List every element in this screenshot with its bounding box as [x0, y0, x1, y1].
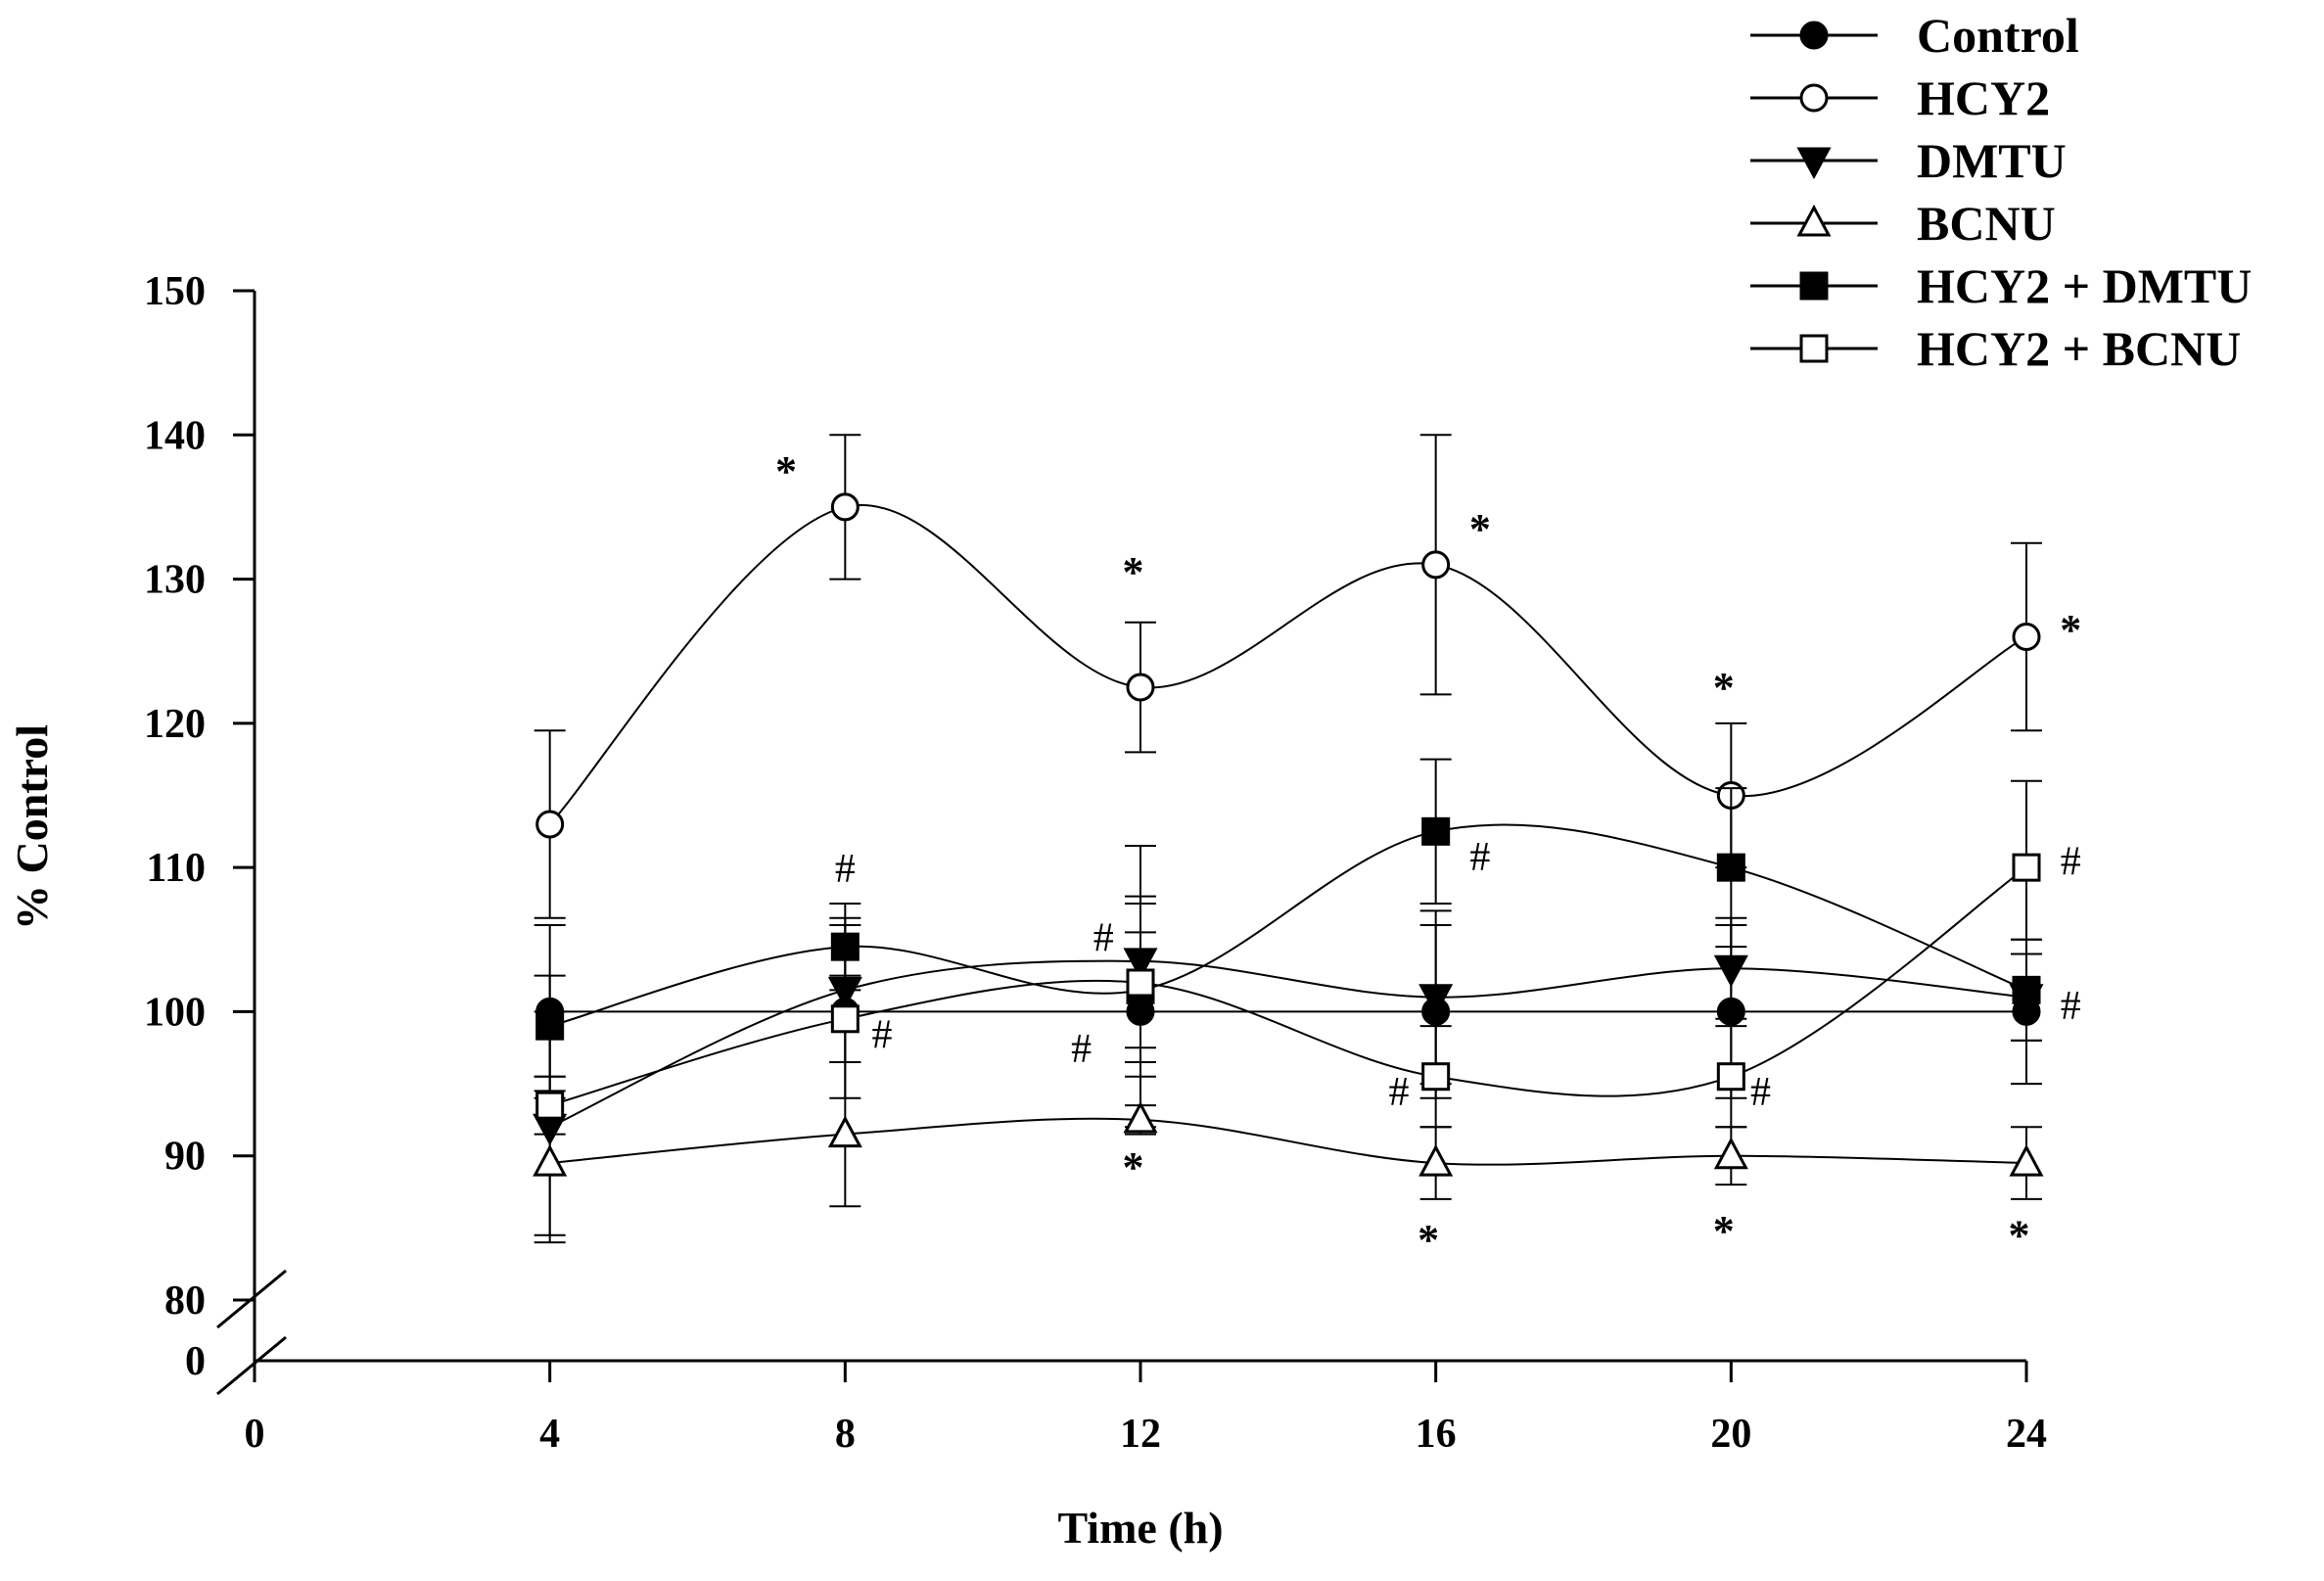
significance-star: * [1122, 1143, 1143, 1191]
series-3 [533, 1060, 2044, 1236]
data-point [1418, 1143, 1454, 1177]
significance-star: * [1122, 548, 1143, 596]
y-tick-label: 140 [144, 413, 206, 458]
legend-marker [1799, 83, 1829, 113]
x-tick-label: 4 [539, 1412, 560, 1457]
significance-hash: # [1071, 1027, 1092, 1072]
data-point [535, 810, 565, 839]
series-line [549, 959, 2027, 1129]
y-tick-label: 110 [146, 846, 206, 891]
data-point [1716, 853, 1745, 882]
data-point [1713, 1137, 1748, 1170]
series-line [549, 823, 2027, 1028]
significance-hash: # [1469, 835, 1490, 880]
data-point [830, 1004, 860, 1034]
series-0 [534, 895, 2042, 1129]
y-tick-label: 150 [144, 269, 206, 314]
data-point [1421, 1062, 1451, 1092]
x-tick-label: 24 [2006, 1412, 2047, 1457]
series-line [549, 1117, 2027, 1166]
x-tick-label: 0 [245, 1412, 265, 1457]
legend-entry: DMTU [1750, 133, 2067, 188]
data-point [1123, 1100, 1158, 1134]
y-ticks: 80 90 100 110 120 130 140 150 [144, 269, 255, 1324]
data-point [1126, 968, 1155, 998]
x-axis-title: Time (h) [1057, 1503, 1223, 1553]
x-tick-label: 8 [835, 1412, 856, 1457]
legend-label: Control [1917, 8, 2079, 63]
significance-star: * [1713, 664, 1735, 712]
significance-hash: # [1750, 1070, 1771, 1115]
data-point [2009, 1143, 2044, 1177]
data-point [830, 932, 860, 961]
legend-marker [1796, 147, 1832, 180]
significance-star: * [775, 447, 797, 495]
x-tick-label: 20 [1710, 1412, 1751, 1457]
series-1 [534, 434, 2042, 919]
series-layer [533, 434, 2044, 1244]
legend-label: HCY2 [1917, 70, 2050, 125]
legend-marker [1796, 204, 1832, 237]
y-tick-label: 120 [144, 702, 206, 747]
annotations-layer: * * * * * # # # # # # # # # * * * * [775, 447, 2081, 1264]
data-point [1126, 673, 1155, 702]
data-point [1716, 1062, 1745, 1092]
axes: 0 [185, 291, 2026, 1396]
legend-marker [1799, 21, 1829, 50]
y-tick-label-broken-zero: 0 [185, 1339, 206, 1384]
legend-label: HCY2 + DMTU [1917, 258, 2252, 313]
significance-star: * [1469, 505, 1491, 553]
y-tick-label: 90 [164, 1135, 206, 1180]
y-tick-label: 100 [144, 990, 206, 1035]
data-point [1418, 984, 1454, 1016]
series-5 [534, 779, 2042, 1136]
series-line [548, 504, 2027, 825]
legend-entry: Control [1750, 8, 2079, 63]
y-tick-label: 130 [144, 558, 206, 603]
axis-break-mark-lower [216, 1335, 287, 1396]
x-ticks: 0 4 8 12 16 20 24 [245, 1361, 2047, 1457]
data-point [535, 1091, 565, 1120]
series-line [549, 866, 2027, 1107]
significance-star: * [2008, 1211, 2029, 1259]
legend-entry: HCY2 + DMTU [1750, 258, 2252, 313]
data-point [2012, 975, 2041, 1004]
data-point [827, 1115, 862, 1148]
data-point [1421, 816, 1451, 846]
legend-marker [1799, 271, 1829, 301]
significance-star: * [1418, 1216, 1439, 1264]
data-point [533, 1143, 568, 1177]
series-2 [533, 845, 2044, 1244]
significance-hash: # [872, 1012, 893, 1057]
legend-marker [1799, 334, 1829, 363]
significance-star: * [2060, 606, 2081, 654]
x-tick-label: 12 [1120, 1412, 1161, 1457]
legend-label: BCNU [1917, 196, 2056, 251]
data-point [1421, 550, 1451, 580]
significance-hash: # [835, 847, 856, 892]
y-tick-label: 80 [164, 1279, 206, 1324]
legend-label: DMTU [1917, 133, 2067, 188]
significance-hash: # [2061, 840, 2081, 885]
legend: Control HCY2 DMTU BCNU HCY2 + DMTU HCY2 + BCN… [1750, 8, 2252, 376]
y-axis-title: % Control [7, 724, 57, 930]
significance-hash: # [1093, 916, 1114, 961]
data-point [830, 492, 860, 522]
series-4 [534, 758, 2042, 1078]
data-point [2012, 853, 2041, 882]
legend-label: HCY2 + BCNU [1917, 321, 2241, 376]
data-point [535, 1011, 565, 1041]
legend-entry: BCNU [1750, 196, 2056, 251]
data-point [2012, 622, 2041, 651]
significance-hash: # [1388, 1070, 1409, 1115]
significance-star: * [1713, 1207, 1735, 1255]
legend-entry: HCY2 [1750, 70, 2050, 125]
x-tick-label: 16 [1416, 1412, 1457, 1457]
significance-hash: # [2061, 984, 2081, 1029]
data-point [1713, 954, 1748, 988]
legend-entry: HCY2 + BCNU [1750, 321, 2241, 376]
